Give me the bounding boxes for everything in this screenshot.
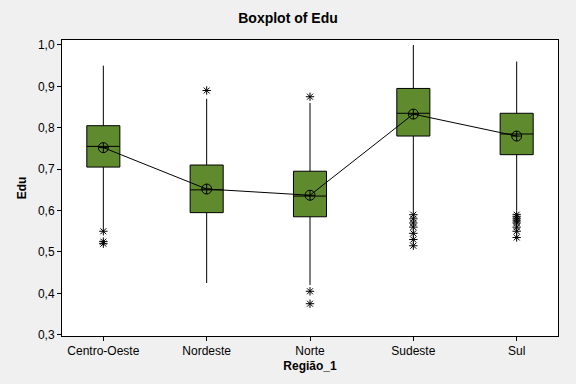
svg-text:0,5: 0,5: [38, 245, 55, 259]
svg-text:Sul: Sul: [508, 344, 525, 358]
svg-text:0,6: 0,6: [38, 204, 55, 218]
svg-text:Sudeste: Sudeste: [391, 344, 435, 358]
svg-text:1,0: 1,0: [38, 38, 55, 52]
svg-text:Norte: Norte: [295, 344, 325, 358]
svg-text:Nordeste: Nordeste: [182, 344, 231, 358]
svg-text:Região_1: Região_1: [283, 359, 337, 373]
svg-text:0,3: 0,3: [38, 328, 55, 342]
svg-text:0,4: 0,4: [38, 287, 55, 301]
svg-text:Boxplot of Edu: Boxplot of Edu: [238, 10, 338, 26]
svg-text:Centro-Oeste: Centro-Oeste: [67, 344, 139, 358]
svg-text:0,7: 0,7: [38, 162, 55, 176]
svg-text:0,9: 0,9: [38, 80, 55, 94]
svg-text:0,8: 0,8: [38, 121, 55, 135]
svg-text:Edu: Edu: [15, 177, 29, 200]
